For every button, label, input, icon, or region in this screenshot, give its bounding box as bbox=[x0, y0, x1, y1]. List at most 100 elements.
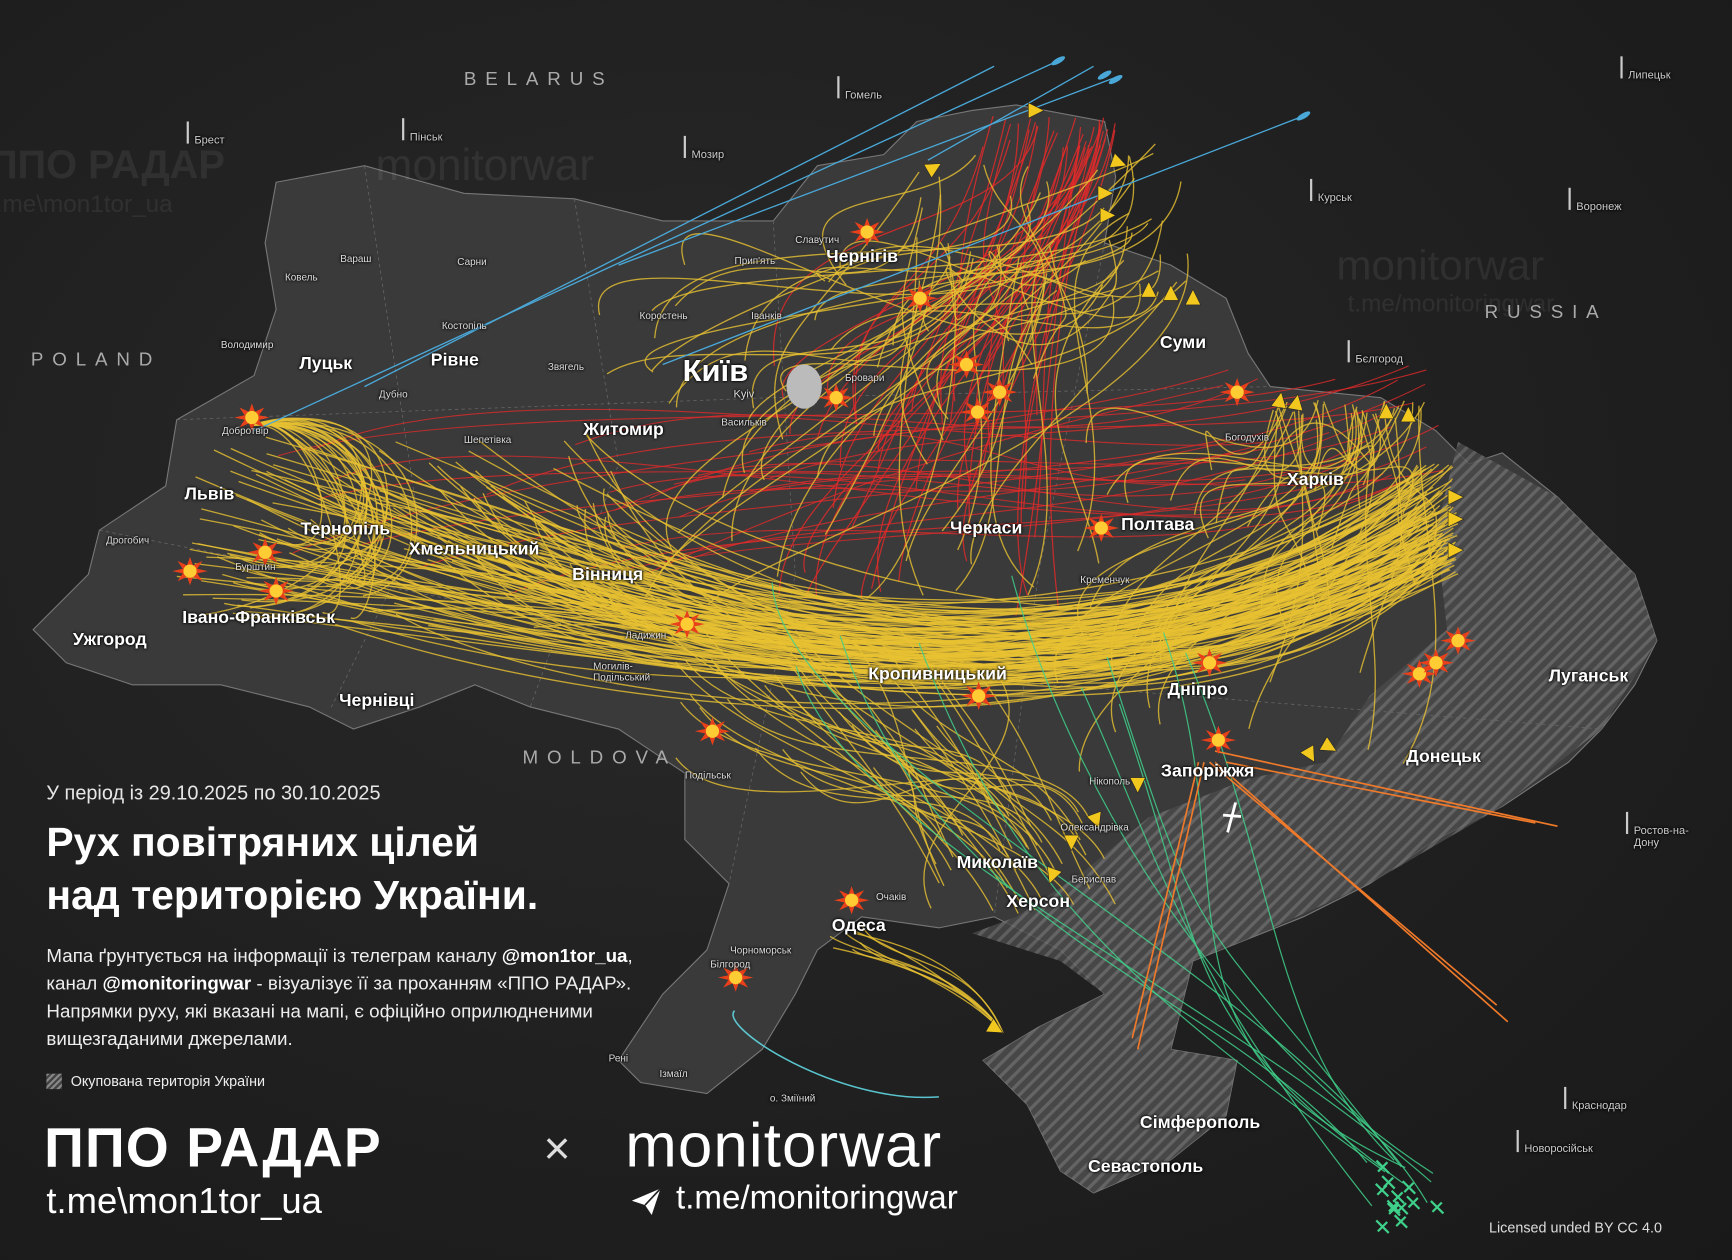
minor-city-label: Ізмаїл bbox=[659, 1068, 688, 1080]
link-monitoringwar[interactable]: t.me/monitoringwar bbox=[676, 1179, 958, 1217]
orange-track bbox=[1136, 761, 1205, 1050]
drone-track bbox=[744, 195, 1013, 361]
drone-track bbox=[191, 476, 1419, 626]
drone-track bbox=[882, 645, 1013, 850]
green-track bbox=[795, 666, 1432, 1183]
drone-track bbox=[1006, 220, 1164, 342]
minor-city-label: Шепетівка bbox=[463, 434, 512, 446]
legend: Окупована територія України bbox=[46, 1073, 642, 1089]
drone-track bbox=[251, 423, 368, 545]
country-label: POLAND bbox=[30, 349, 162, 371]
drone-track bbox=[922, 270, 1159, 332]
drone-track bbox=[645, 263, 1023, 598]
drone-track bbox=[1293, 411, 1332, 620]
minor-city-label: Білгород bbox=[710, 958, 751, 970]
drone-track bbox=[1054, 259, 1125, 564]
drone-arrow-icon bbox=[1109, 152, 1128, 168]
explosion-icon bbox=[1418, 648, 1454, 677]
drone-arrow-icon bbox=[1400, 405, 1417, 423]
foreign-city-label: Гомель bbox=[837, 76, 882, 102]
red-track bbox=[1017, 145, 1101, 596]
explosion-icon bbox=[959, 397, 996, 427]
city-label: Дніпро bbox=[1167, 680, 1228, 700]
drone-track bbox=[972, 666, 1091, 890]
drone-track bbox=[222, 568, 1450, 674]
drone-track bbox=[790, 694, 1012, 798]
red-track bbox=[1015, 145, 1081, 616]
drone-track bbox=[494, 538, 1432, 653]
drone-track bbox=[428, 550, 1432, 690]
city-label-capital: Київ bbox=[682, 353, 749, 388]
drone-track bbox=[675, 661, 1008, 889]
link-mon1tor-ua[interactable]: t.me\mon1tor_ua bbox=[46, 1179, 322, 1221]
drone-track bbox=[854, 930, 1004, 1034]
drone-track bbox=[1269, 410, 1304, 683]
city-label: Одеса bbox=[831, 916, 886, 936]
foreign-city-label: Ростов-на-Дону bbox=[1625, 811, 1689, 850]
red-track bbox=[940, 122, 1037, 424]
drone-track bbox=[945, 267, 1117, 346]
red-track bbox=[697, 463, 1392, 511]
explosion-icon bbox=[1200, 725, 1237, 755]
drone-arrow-icon bbox=[923, 163, 942, 179]
drone-track bbox=[251, 422, 348, 550]
minor-city-label: Ладижин bbox=[625, 629, 667, 641]
drone-track bbox=[786, 659, 940, 884]
drone-track bbox=[273, 464, 1436, 671]
drone-track bbox=[246, 475, 1423, 685]
explosion-icon bbox=[669, 609, 705, 639]
explosion-icon bbox=[258, 576, 294, 606]
city-label: Луцьк bbox=[299, 354, 353, 374]
drone-track bbox=[592, 487, 1419, 655]
city-label: Вінниця bbox=[572, 565, 644, 585]
minor-city-label: Вараш bbox=[340, 252, 372, 264]
foreign-city-label: Воронеж bbox=[1568, 187, 1622, 214]
oblast-border bbox=[176, 386, 1271, 421]
drone-track bbox=[251, 422, 366, 587]
aircraft-icon bbox=[1386, 1202, 1401, 1217]
minor-city-label: Славутич bbox=[795, 234, 840, 246]
drone-track bbox=[821, 154, 977, 286]
drone-track bbox=[731, 259, 985, 542]
drone-track bbox=[875, 730, 937, 865]
drone-track bbox=[898, 627, 1054, 882]
kyiv-city-area bbox=[786, 364, 822, 409]
drone-track bbox=[776, 262, 1051, 577]
city-label: Чернівці bbox=[339, 691, 415, 711]
country-label: MOLDOVA bbox=[522, 746, 677, 768]
drone-track bbox=[242, 417, 373, 568]
drone-track bbox=[852, 948, 1004, 1034]
explosion-icon bbox=[833, 886, 870, 915]
drone-arrow-icon bbox=[1162, 284, 1180, 301]
drone-track bbox=[899, 194, 942, 465]
drone-arrow-icon bbox=[1378, 402, 1395, 419]
explosion-icon bbox=[948, 350, 985, 379]
missile-icon bbox=[1296, 111, 1311, 121]
explosion-icon bbox=[981, 377, 1018, 407]
drone-track bbox=[747, 181, 1050, 421]
drone-track bbox=[240, 554, 1420, 668]
drone-track bbox=[911, 708, 1036, 911]
drone-track bbox=[898, 237, 924, 596]
green-track bbox=[839, 635, 1368, 1164]
city-label: Луганськ bbox=[1548, 667, 1629, 686]
drone-track bbox=[1314, 404, 1351, 491]
drone-track bbox=[606, 493, 1428, 678]
drone-track bbox=[830, 283, 1141, 351]
city-label: Суми bbox=[1159, 333, 1207, 353]
minor-city-label: Дубно bbox=[378, 388, 408, 400]
title-line-1: Рух повітряних цілей bbox=[46, 819, 480, 865]
minor-city-label: Подільськ bbox=[684, 769, 731, 781]
foreign-city-label: Краснодар bbox=[1564, 1086, 1627, 1113]
explosion-icon bbox=[1440, 626, 1476, 655]
drone-track bbox=[901, 207, 944, 441]
hatch-swatch-icon bbox=[46, 1073, 62, 1089]
drone-track bbox=[699, 707, 944, 842]
foreign-city-label: Новоросійськ bbox=[1516, 1129, 1593, 1156]
drone-track bbox=[1078, 413, 1354, 772]
drone-track bbox=[251, 424, 382, 560]
drone-arrow-icon bbox=[1299, 744, 1315, 763]
drone-track bbox=[675, 757, 1080, 813]
drone-track bbox=[482, 493, 1418, 672]
